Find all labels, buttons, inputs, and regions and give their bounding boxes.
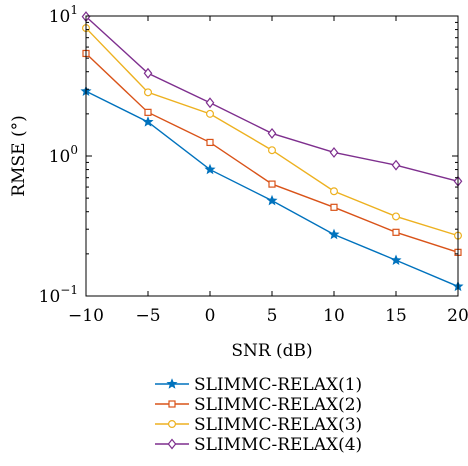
y-tick-label: 10−1 [39,283,78,307]
x-tick-label: 20 [447,306,468,326]
data-point-circle [392,212,401,221]
plot-frame [85,15,459,297]
x-tick-label: 15 [385,306,407,326]
data-point-circle [168,420,177,429]
legend-label: SLIMMC-RELAX(1) [194,375,362,395]
legend-entry-3: SLIMMC-RELAX(3) [155,415,362,435]
data-point-diamond [143,67,153,79]
data-point-circle [144,88,153,97]
legend-entry-2: SLIMMC-RELAX(2) [155,395,362,415]
data-point-star [390,254,402,265]
data-point-star [204,163,216,175]
series-3 [81,24,463,240]
legend-entry-1: SLIMMC-RELAX(1) [155,375,362,395]
legend-label: SLIMMC-RELAX(3) [194,415,362,435]
series-4 [81,11,463,187]
data-point-diamond [267,127,277,139]
data-point-square [268,180,276,188]
legend-entry-4: SLIMMC-RELAX(4) [155,435,362,455]
x-axis-title: SNR (dB) [231,341,312,361]
data-point-diamond [391,159,401,171]
data-point-star [142,116,154,127]
data-point-circle [268,146,277,155]
data-point-star [328,228,340,240]
data-point-square [330,203,338,211]
x-tick-label: 10 [323,306,345,326]
x-tick-label: 0 [205,306,216,326]
data-point-circle [206,109,215,118]
data-point-star [266,194,278,206]
data-point-diamond [329,146,339,158]
x-tick-label: −10 [68,306,104,326]
y-tick-label: 101 [49,3,78,27]
x-tick-label: 5 [267,306,278,326]
y-axis-title: RMSE (°) [9,115,29,196]
data-point-diamond [205,97,215,109]
legend-label: SLIMMC-RELAX(2) [194,395,362,415]
y-tick-label: 100 [49,143,78,167]
x-tick-label: −5 [135,306,160,326]
data-point-square [392,228,400,236]
data-point-square [144,108,152,116]
series-line [85,90,459,288]
series-line [85,16,459,182]
data-point-circle [330,187,339,196]
data-point-diamond [167,438,177,450]
legend-label: SLIMMC-RELAX(4) [194,435,362,455]
data-point-square [206,138,214,147]
data-point-square [168,400,176,408]
series-1 [80,85,464,292]
data-point-star [166,378,178,389]
